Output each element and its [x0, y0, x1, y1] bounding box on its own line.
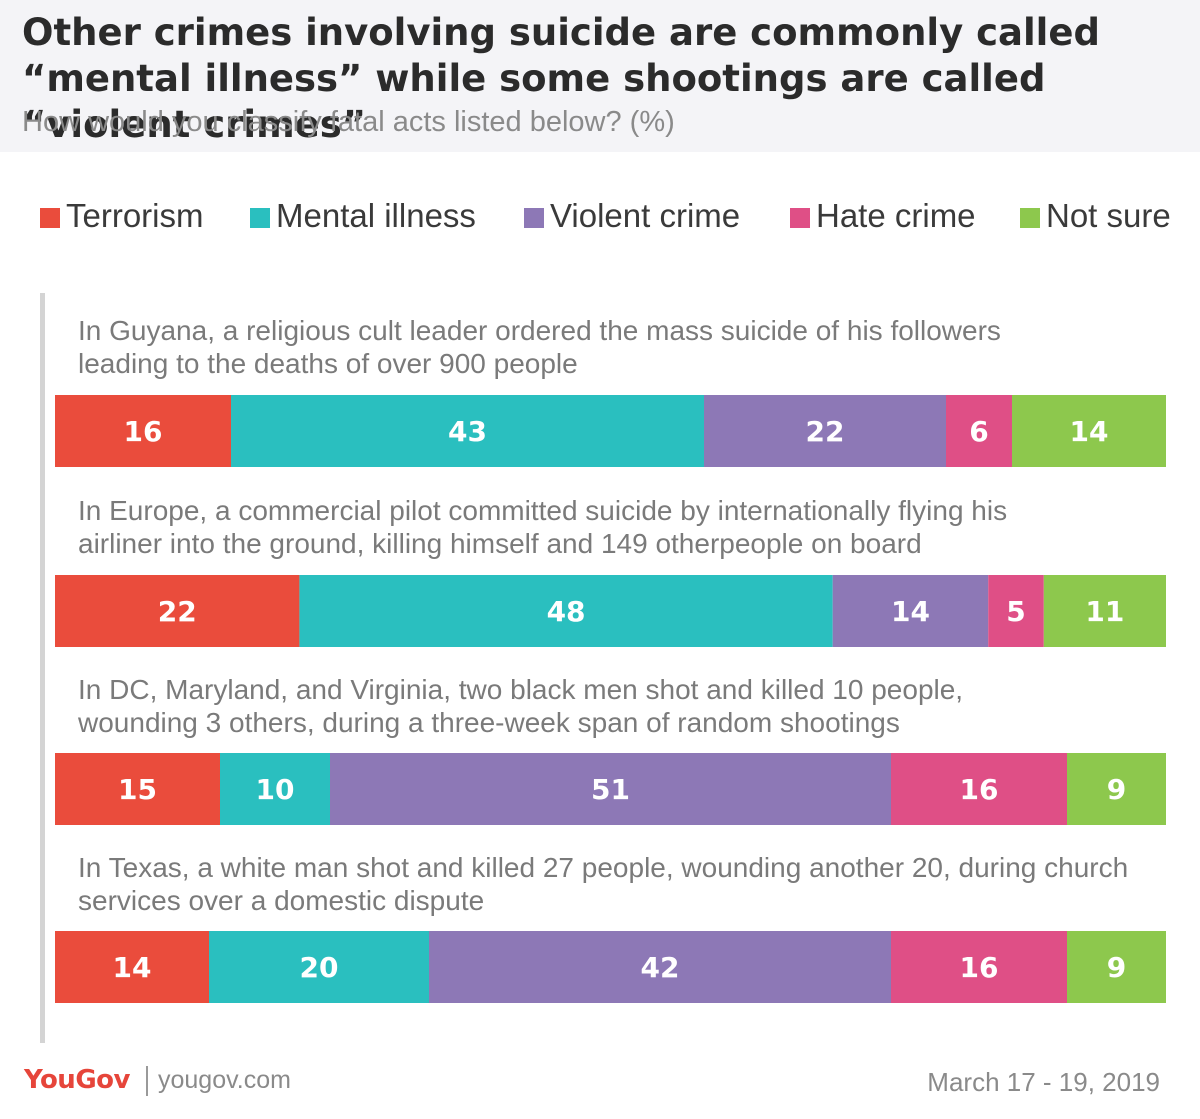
category-label: In Texas, a white man shot and killed 27…: [78, 852, 1128, 883]
footer-url: yougov.com: [158, 1066, 291, 1094]
bar-segment-terrorism: [55, 575, 300, 647]
data-label: 15: [118, 773, 157, 806]
data-label: 14: [1070, 415, 1109, 448]
data-label: 16: [960, 951, 999, 984]
data-label: 14: [891, 595, 930, 628]
data-label: 42: [641, 951, 680, 984]
data-label: 10: [256, 773, 295, 806]
bar-segment-mental-illness: [220, 753, 330, 825]
data-label: 5: [1006, 595, 1025, 628]
bar-segment-hate-crime: [891, 931, 1067, 1003]
data-label: 43: [448, 415, 487, 448]
footer-divider: [146, 1066, 148, 1096]
legend-label: Hate crime: [816, 197, 976, 234]
bar-segment-terrorism: [55, 395, 231, 467]
legend-swatch: [250, 208, 270, 228]
data-label: 22: [806, 415, 845, 448]
legend-swatch: [524, 208, 544, 228]
header-band: Other crimes involving suicide are commo…: [0, 0, 1200, 152]
bar-segment-not-sure: [1067, 931, 1166, 1003]
category-label: In DC, Maryland, and Virginia, two black…: [78, 674, 963, 705]
data-label: 9: [1107, 773, 1126, 806]
axis-line: [40, 293, 45, 1043]
bar-row: In DC, Maryland, and Virginia, two black…: [55, 674, 1166, 825]
category-label: services over a domestic dispute: [78, 885, 484, 916]
bar-segment-violent-crime: [429, 931, 891, 1003]
legend-label: Terrorism: [66, 197, 204, 234]
bar-segment-hate-crime: [946, 395, 1012, 467]
category-label: wounding 3 others, during a three-week s…: [77, 707, 900, 738]
chart-subtitle: How would you classify fatal acts listed…: [22, 106, 675, 138]
data-label: 16: [960, 773, 999, 806]
legend: Terrorism Mental illness Violent crime Hate…: [0, 196, 1200, 236]
legend-swatch: [1020, 208, 1040, 228]
legend-label: Violent crime: [550, 197, 741, 234]
bar-row: In Texas, a white man shot and killed 27…: [55, 852, 1166, 1003]
data-label: 51: [591, 773, 630, 806]
bar-segment-mental-illness: [231, 395, 704, 467]
bar-segment-terrorism: [55, 931, 209, 1003]
category-label: airliner into the ground, killing himsel…: [78, 528, 922, 559]
bar-segment-terrorism: [55, 753, 220, 825]
bar-segment-violent-crime: [832, 575, 989, 647]
bar-segment-hate-crime: [891, 753, 1067, 825]
data-label: 14: [113, 951, 152, 984]
bar-segment-violent-crime: [704, 395, 946, 467]
category-label: In Guyana, a religious cult leader order…: [78, 315, 1001, 346]
bar-segment-mental-illness: [209, 931, 429, 1003]
bar-segment-not-sure: [1067, 753, 1166, 825]
data-label: 16: [124, 415, 163, 448]
yougov-logo: YouGov: [24, 1065, 130, 1095]
category-label: In Europe, a commercial pilot committed …: [78, 495, 1007, 526]
legend-swatch: [40, 208, 60, 228]
category-label: leading to the deaths of over 900 people: [78, 348, 578, 379]
data-label: 6: [969, 415, 988, 448]
bar-segment-not-sure: [1043, 575, 1166, 647]
chart-title: Other crimes involving suicide are commo…: [22, 11, 1100, 146]
bar-segment-not-sure: [1012, 395, 1166, 467]
data-label: 22: [158, 595, 197, 628]
bar-segment-violent-crime: [330, 753, 891, 825]
survey-date: March 17 - 19, 2019: [927, 1067, 1160, 1097]
bar-segment-hate-crime: [988, 575, 1044, 647]
bar-row: In Guyana, a religious cult leader order…: [55, 315, 1166, 467]
data-label: 48: [547, 595, 586, 628]
data-label: 11: [1085, 595, 1124, 628]
bar-row: In Europe, a commercial pilot committed …: [55, 495, 1166, 647]
bar-segment-mental-illness: [299, 575, 833, 647]
data-label: 9: [1107, 951, 1126, 984]
data-label: 20: [300, 951, 339, 984]
legend-swatch: [790, 208, 810, 228]
legend-label: Mental illness: [276, 197, 476, 234]
legend-label: Not sure: [1046, 197, 1171, 234]
